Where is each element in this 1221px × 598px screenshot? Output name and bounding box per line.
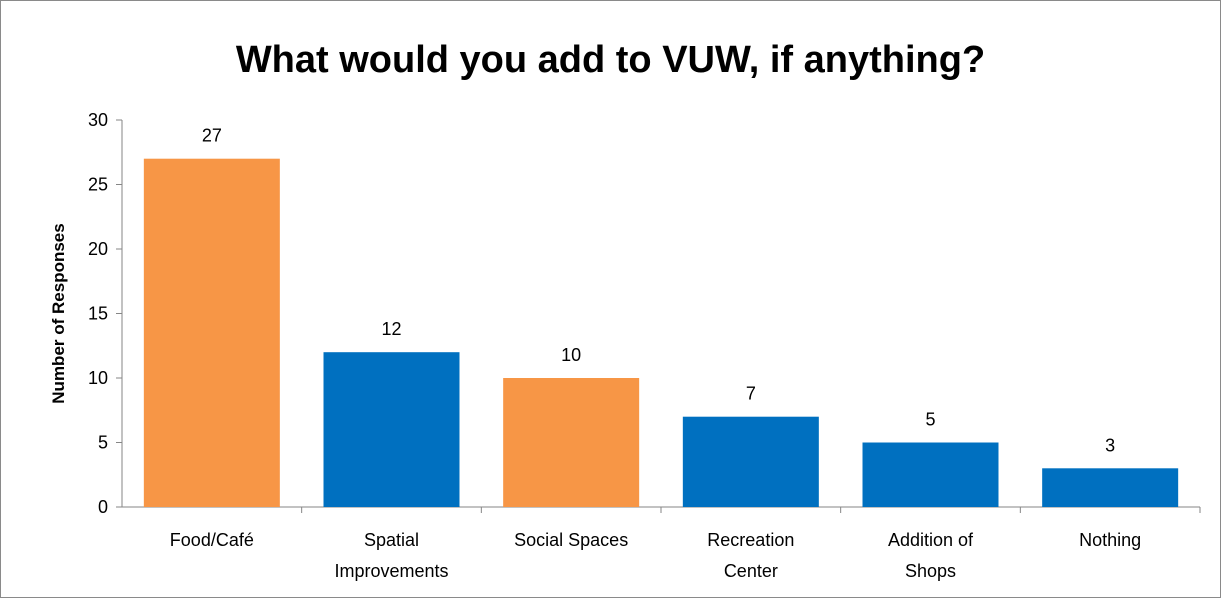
data-label: 7	[746, 384, 756, 404]
x-tick-label: Spatial Improvements	[334, 530, 448, 581]
axes	[116, 119, 1201, 513]
data-label: 3	[1105, 435, 1115, 455]
bar	[323, 352, 460, 507]
x-tick-label: Addition of Shops	[888, 530, 974, 581]
bar	[143, 158, 280, 507]
bar	[862, 442, 999, 507]
y-tick-label: 15	[88, 304, 108, 324]
y-tick-label: 5	[98, 433, 108, 453]
chart-title: What would you add to VUW, if anything?	[235, 39, 986, 81]
data-label: 5	[925, 410, 935, 430]
bar	[682, 416, 819, 507]
x-tick-label: Nothing	[1079, 530, 1141, 550]
data-label: 27	[202, 126, 222, 146]
y-tick-label: 20	[88, 239, 108, 259]
data-label: 12	[381, 319, 401, 339]
y-axis-title: Number of Responses	[49, 223, 68, 403]
x-tick-label: Food/Café	[170, 530, 254, 550]
bars	[143, 158, 1179, 507]
y-tick-label: 25	[88, 175, 108, 195]
bar	[1042, 468, 1179, 507]
data-label: 10	[561, 345, 581, 365]
x-tick-label: Recreation Center	[707, 530, 794, 581]
labels: 0 5 10 15 20 25 30 Number of Responses 27 Food/Ca…	[49, 110, 1141, 581]
y-tick-label: 30	[88, 110, 108, 130]
x-tick-label: Social Spaces	[514, 530, 628, 550]
y-tick-label: 10	[88, 368, 108, 388]
bar	[503, 378, 640, 507]
y-tick-label: 0	[98, 497, 108, 517]
